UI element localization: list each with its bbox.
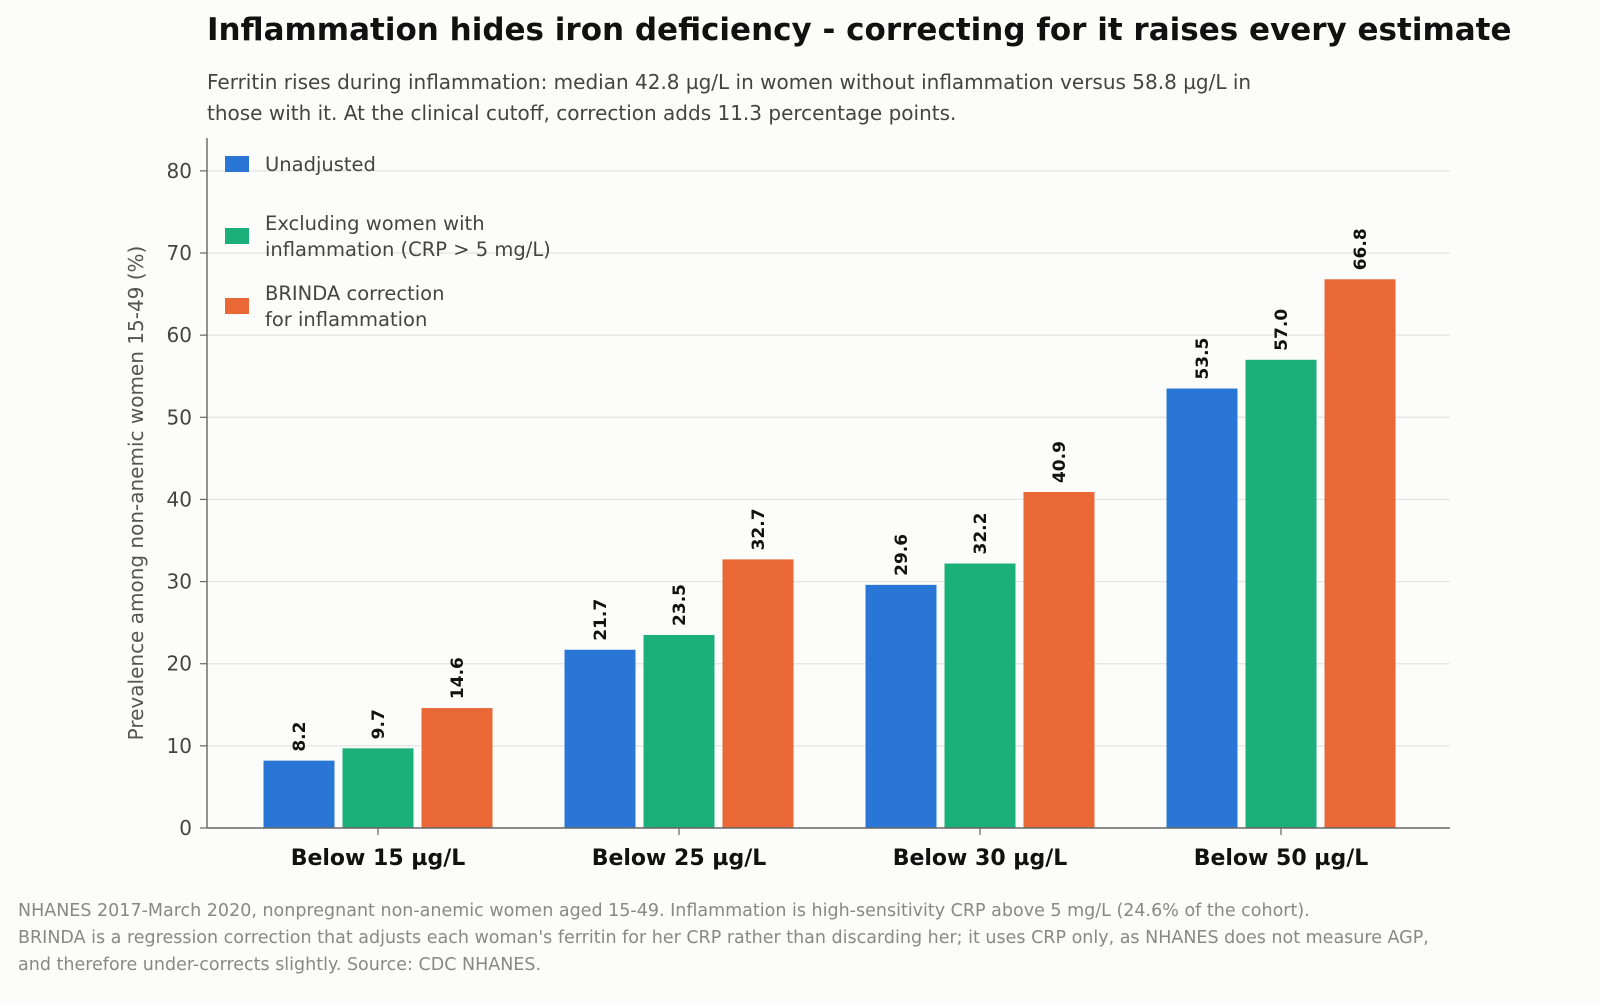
legend-label: BRINDA correction: [265, 282, 444, 305]
legend-label: inflammation (CRP > 5 mg/L): [265, 238, 551, 261]
legend: Unadjusted Excluding women with inflammati…: [225, 153, 551, 331]
bar-chart: 8.2 9.7 14.6 21.7 23.5 32.7 29.6 32.2 40.9 53.5 57…: [124, 138, 1450, 871]
legend-swatch: [225, 228, 249, 244]
bar: [1245, 359, 1317, 828]
data-label: 29.6: [892, 534, 912, 576]
chart-title: Inflammation hides iron deficiency - cor…: [207, 12, 1512, 48]
bar: [1324, 279, 1396, 828]
footnote-line: and therefore under-corrects slightly. S…: [18, 955, 542, 975]
chart-footnote: NHANES 2017-March 2020, nonpregnant non-…: [18, 898, 1598, 979]
data-label: 21.7: [591, 599, 611, 641]
legend-swatch: [225, 298, 249, 314]
y-tick-label: 10: [167, 734, 192, 758]
bar: [342, 748, 414, 828]
x-tick-label: Below 25 µg/L: [592, 846, 767, 871]
data-label: 32.2: [971, 513, 991, 555]
legend-label: Unadjusted: [265, 153, 376, 176]
footnote-line: BRINDA is a regression correction that a…: [18, 928, 1429, 948]
data-label: 32.7: [749, 508, 769, 550]
y-axis-label: Prevalence among non-anemic women 15-49 …: [124, 246, 148, 741]
bar: [944, 563, 1016, 828]
bar: [421, 708, 493, 828]
data-label: 40.9: [1050, 441, 1070, 483]
x-tick-label: Below 50 µg/L: [1194, 846, 1369, 871]
y-tick-label: 40: [167, 487, 192, 511]
x-tick-label: Below 30 µg/L: [893, 846, 1068, 871]
bars: 8.2 9.7 14.6 21.7 23.5 32.7 29.6 32.2 40.9 53.5 57…: [263, 228, 1396, 828]
subtitle-line: those with it. At the clinical cutoff, c…: [207, 101, 957, 125]
bar: [1166, 388, 1238, 828]
y-tick-label: 60: [167, 323, 192, 347]
y-tick-label: 0: [179, 816, 192, 840]
y-tick-label: 80: [167, 159, 192, 183]
legend-label: for inflammation: [265, 308, 427, 331]
bar: [1023, 492, 1095, 828]
footnote-line: NHANES 2017-March 2020, nonpregnant non-…: [18, 901, 1310, 921]
bar: [643, 634, 715, 828]
data-label: 23.5: [670, 584, 690, 626]
x-tick-label: Below 15 µg/L: [291, 846, 466, 871]
bar: [865, 584, 937, 828]
data-label: 9.7: [369, 709, 389, 739]
data-label: 57.0: [1272, 309, 1292, 351]
subtitle-line: Ferritin rises during inflammation: medi…: [207, 70, 1252, 94]
axes: 0 10 20 30 40 50 60 70 80 Prevalence among non-an…: [124, 138, 1450, 871]
chart-subtitle: Ferritin rises during inflammation: medi…: [207, 67, 1407, 129]
bar: [564, 649, 636, 828]
data-label: 66.8: [1351, 228, 1371, 270]
y-tick-label: 50: [167, 405, 192, 429]
legend-label: Excluding women with: [265, 212, 485, 235]
data-label: 53.5: [1193, 338, 1213, 380]
y-tick-label: 20: [167, 652, 192, 676]
bar: [263, 760, 335, 828]
y-tick-label: 30: [167, 570, 192, 594]
legend-swatch: [225, 156, 249, 172]
bar: [722, 559, 794, 828]
data-label: 14.6: [448, 657, 468, 699]
gridlines: [207, 170, 1450, 747]
data-label: 8.2: [290, 722, 310, 752]
y-tick-label: 70: [167, 241, 192, 265]
